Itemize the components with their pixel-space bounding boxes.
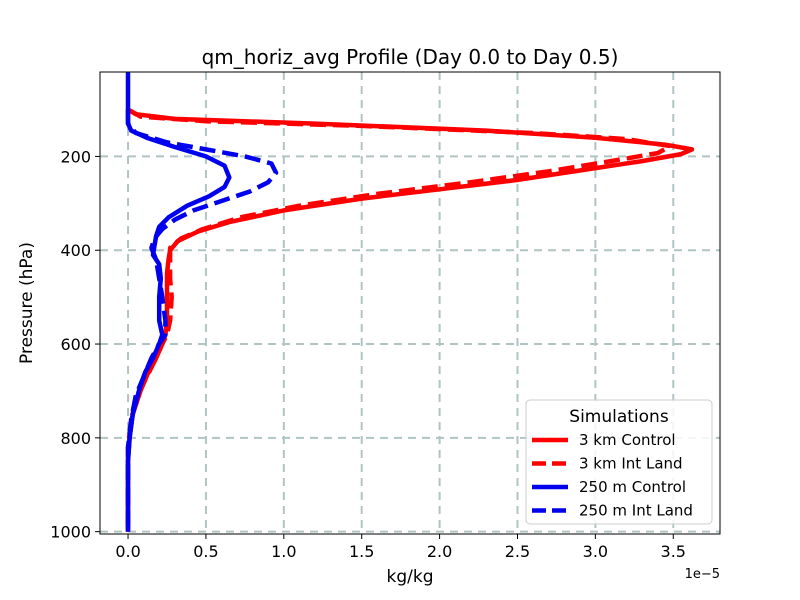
chart-title: qm_horiz_avg Profile (Day 0.0 to Day 0.5…: [202, 45, 619, 69]
series-line-3-km-int-land: [125, 107, 673, 532]
y-tick-label: 400: [60, 241, 91, 260]
x-tick-label: 0.0: [115, 542, 140, 561]
legend-item: 250 m Control: [532, 478, 686, 496]
legend-label: 3 km Int Land: [579, 455, 683, 473]
legend-box: [525, 399, 713, 525]
legend-label: 3 km Control: [579, 431, 676, 449]
y-tick-label: 800: [60, 429, 91, 448]
y-tick-label: 600: [60, 335, 91, 354]
x-tick-label: 3.0: [583, 542, 608, 561]
legend-label: 250 m Int Land: [579, 502, 693, 520]
x-axis-ticks: 0.0 0.5 1.0 1.5 2.0 2.5 3.0 3.5: [115, 534, 686, 561]
y-axis-ticks: 200 400 600 800 1000: [50, 147, 100, 542]
y-tick-label: 200: [60, 147, 91, 166]
legend-item: 250 m Int Land: [532, 502, 693, 520]
series-line-250-m-int-land: [125, 109, 279, 532]
x-tick-label: 2.5: [505, 542, 530, 561]
legend-label: 250 m Control: [579, 478, 686, 496]
y-tick-label: 1000: [50, 523, 91, 542]
legend-item: 3 km Int Land: [532, 455, 683, 473]
x-axis-label: kg/kg: [387, 567, 434, 587]
x-tick-label: 1.5: [349, 542, 374, 561]
legend-item: 3 km Control: [532, 431, 676, 449]
x-tick-label: 0.5: [193, 542, 218, 561]
x-tick-label: 3.5: [661, 542, 686, 561]
legend-title: Simulations: [569, 407, 669, 427]
legend: Simulations 3 km Control 3 km Int Land 250…: [525, 399, 713, 525]
y-axis-label: Pressure (hPa): [17, 242, 37, 364]
x-tick-label: 1.0: [271, 542, 296, 561]
series-layer: [125, 72, 695, 532]
x-tick-label: 2.0: [427, 542, 452, 561]
plot-frame: [99, 71, 721, 535]
x-axis-offset-label: 1e−5: [685, 567, 720, 582]
